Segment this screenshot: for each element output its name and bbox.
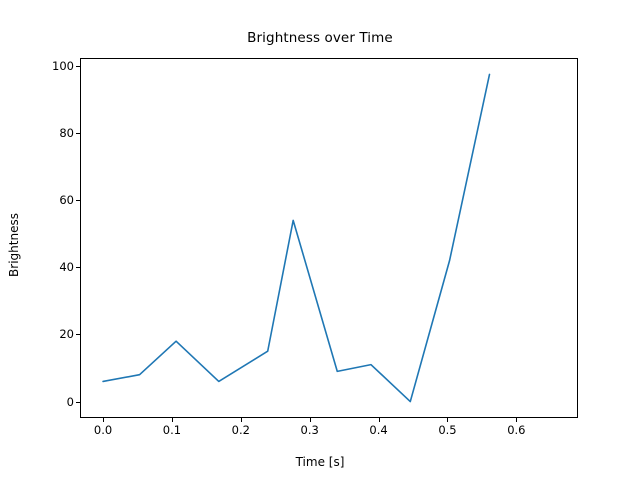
x-tick-mark <box>240 418 242 422</box>
y-tick-mark <box>76 66 80 68</box>
y-tick-label: 60 <box>59 193 74 208</box>
x-tick-label: 0.2 <box>231 423 250 437</box>
y-tick-label: 100 <box>52 59 74 74</box>
y-tick-mark <box>76 267 80 269</box>
y-tick-mark <box>76 133 80 135</box>
x-tick-label: 0.5 <box>438 423 457 437</box>
x-tick-mark <box>103 418 105 422</box>
x-axis-label: Time [s] <box>295 455 345 469</box>
chart-title: Brightness over Time <box>247 30 393 46</box>
x-tick-mark <box>516 418 518 422</box>
x-tick-mark <box>309 418 311 422</box>
y-tick-label: 0 <box>66 394 74 409</box>
x-tick-label: 0.4 <box>369 423 388 437</box>
x-tick-mark <box>447 418 449 422</box>
plot-axes-frame <box>80 58 578 418</box>
x-tick-label: 0.0 <box>93 423 113 437</box>
y-tick-mark <box>76 200 80 202</box>
x-tick-mark <box>171 418 173 422</box>
y-axis-tick-labels: 0 20 40 60 80 100 <box>32 0 74 480</box>
x-tick-label: 0.3 <box>300 423 319 437</box>
x-tick-label: 0.6 <box>507 423 526 437</box>
brightness-line-series <box>102 73 491 403</box>
y-tick-label: 80 <box>59 126 74 141</box>
x-tick-mark <box>378 418 380 422</box>
y-tick-mark <box>76 401 80 403</box>
y-tick-label: 40 <box>59 260 74 275</box>
plot-area <box>102 73 491 403</box>
y-tick-mark <box>76 334 80 336</box>
y-axis-label: Brightness <box>7 213 21 277</box>
x-tick-label: 0.1 <box>162 423 182 437</box>
y-tick-label: 20 <box>59 327 74 342</box>
